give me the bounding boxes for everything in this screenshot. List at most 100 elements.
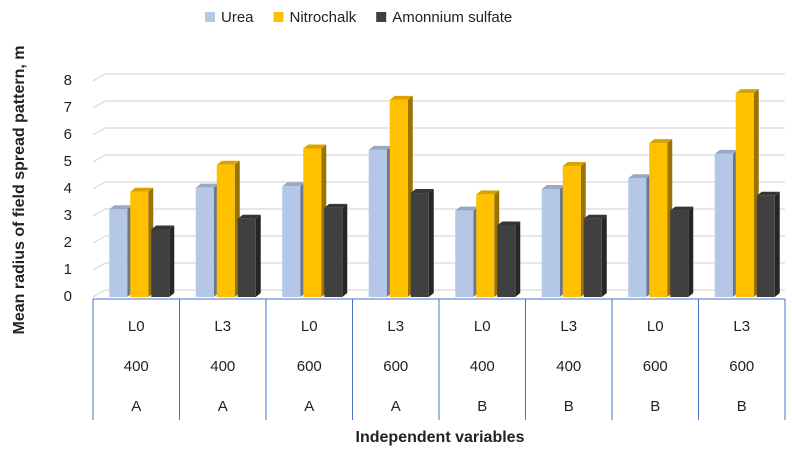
bar-side <box>169 225 175 297</box>
bar <box>756 195 775 297</box>
y-tick-label: 6 <box>64 126 72 143</box>
bar-top <box>195 183 219 188</box>
bar-top <box>324 203 348 208</box>
x-tick-label: L3 <box>560 318 577 335</box>
bar <box>368 149 387 297</box>
legend-label: Urea <box>221 9 254 26</box>
legend-swatch <box>273 12 284 22</box>
bar-top <box>282 182 306 187</box>
bar-side <box>774 191 780 297</box>
legend-swatch <box>205 12 215 22</box>
y-tick-label: 2 <box>64 234 72 251</box>
x-tick-label: 600 <box>383 358 408 375</box>
x-tick-label: B <box>564 398 574 415</box>
x-tick-label: A <box>391 398 401 415</box>
bar <box>670 210 689 297</box>
bar <box>497 225 516 297</box>
y-tick-label: 8 <box>64 72 72 89</box>
bar <box>237 218 256 297</box>
grid-line-side <box>92 100 106 109</box>
bar <box>649 143 668 297</box>
x-tick-label: L0 <box>301 318 318 335</box>
bar-top <box>541 185 565 189</box>
x-tick-label: 400 <box>470 358 495 375</box>
bar <box>410 193 429 297</box>
x-tick-label: L3 <box>733 318 750 335</box>
bar <box>583 218 602 297</box>
bar <box>476 194 495 297</box>
bar <box>303 148 322 297</box>
y-tick-label: 1 <box>64 261 72 278</box>
legend-swatch <box>376 12 387 22</box>
x-tick-label: L3 <box>214 318 231 335</box>
bar-top <box>756 191 780 196</box>
x-tick-label: B <box>737 398 747 415</box>
bar-top <box>303 144 327 149</box>
bar-top <box>455 206 479 211</box>
x-tick-label: L3 <box>387 318 404 335</box>
legend-label: Nitrochalk <box>290 9 357 26</box>
bar <box>109 209 128 297</box>
x-tick-label: 400 <box>124 358 149 375</box>
x-tick-label: L0 <box>647 318 664 335</box>
bar-top <box>237 214 261 219</box>
grid-line-side <box>92 262 106 271</box>
y-axis-title: Mean radius of field spread pattern, m <box>11 46 28 335</box>
grid-line-side <box>92 154 106 163</box>
bar <box>389 99 408 298</box>
bar <box>455 210 474 297</box>
y-tick-label: 3 <box>64 207 72 224</box>
x-tick-label: B <box>650 398 660 415</box>
x-tick-label: 600 <box>643 358 668 375</box>
x-tick-label: 400 <box>556 358 581 375</box>
bar <box>628 178 647 297</box>
x-tick-label: L0 <box>474 318 491 335</box>
grid-line-side <box>92 127 106 136</box>
bar-side <box>515 221 521 297</box>
bar-top <box>389 95 413 100</box>
bar-top <box>151 225 175 230</box>
grid-line-side <box>92 181 106 190</box>
x-tick-label: A <box>218 398 228 415</box>
y-tick-label: 5 <box>64 153 72 170</box>
x-tick-label: 600 <box>729 358 754 375</box>
bar <box>282 186 301 297</box>
bar-top <box>476 190 500 195</box>
bar-top <box>410 189 434 194</box>
x-tick-label: L0 <box>128 318 145 335</box>
bar-top <box>562 162 586 167</box>
bar-top <box>714 149 738 154</box>
x-axis-title: Independent variables <box>356 429 525 446</box>
x-tick-label: A <box>304 398 314 415</box>
bar-side <box>255 214 261 297</box>
bar-top <box>130 187 154 192</box>
bar-top <box>216 160 240 165</box>
x-tick-label: A <box>131 398 141 415</box>
y-tick-label: 4 <box>64 180 72 197</box>
bar-top <box>735 89 759 94</box>
bar-top <box>497 221 521 226</box>
bar <box>735 93 754 298</box>
bar <box>324 207 343 297</box>
bar-side <box>688 206 694 297</box>
x-tick-label: 600 <box>297 358 322 375</box>
bar-top <box>649 139 673 144</box>
bar <box>562 166 581 297</box>
bar-side <box>428 189 434 297</box>
bar-side <box>342 203 348 297</box>
bar <box>216 164 235 297</box>
bar-top <box>368 145 392 150</box>
bar <box>541 189 560 297</box>
bar <box>151 229 170 297</box>
grid-line-side <box>92 289 106 298</box>
bar <box>195 187 214 297</box>
bar-top <box>583 214 607 219</box>
x-tick-label: 400 <box>210 358 235 375</box>
y-tick-label: 0 <box>64 288 72 305</box>
y-tick-label: 7 <box>64 99 72 116</box>
bar <box>130 191 149 297</box>
grid-line-side <box>92 73 106 82</box>
bar-side <box>601 214 607 297</box>
